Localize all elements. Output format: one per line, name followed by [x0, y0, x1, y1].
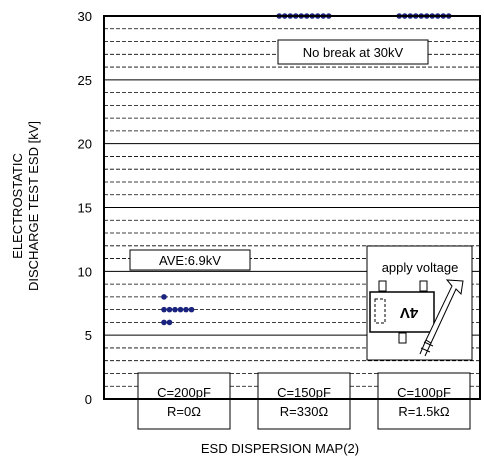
- data-point: [161, 319, 167, 326]
- category-box-2: C=100pF R=1.5kΩ: [377, 372, 471, 430]
- no-break-annotation: No break at 30kV: [277, 39, 429, 65]
- data-point: [161, 306, 167, 313]
- average-label: AVE:6.9kV: [159, 253, 221, 268]
- data-point: [166, 306, 173, 313]
- y-tick-label: 0: [85, 392, 92, 407]
- apply-voltage-label: apply voltage: [382, 260, 459, 275]
- y-axis-label-line1: ELECTROSTATIC: [10, 153, 25, 259]
- data-points: [161, 13, 452, 326]
- category-box-0: C=200pF R=0Ω: [137, 372, 231, 430]
- category-label-0-line2: R=0Ω: [167, 404, 201, 419]
- data-point: [172, 306, 178, 313]
- x-axis-label: ESD DISPERSION MAP(2): [201, 441, 359, 456]
- category-label-2-line2: R=1.5kΩ: [398, 404, 450, 419]
- probe-icon: [419, 279, 464, 357]
- y-tick-label: 30: [78, 9, 92, 24]
- data-point: [177, 306, 184, 313]
- chip-marking: 4V: [400, 304, 418, 321]
- data-point: [188, 306, 195, 313]
- data-point: [166, 319, 173, 326]
- y-axis-label: ELECTROSTATIC DISCHARGE TEST ESD [kV]: [10, 121, 41, 291]
- y-tick-label: 15: [78, 201, 92, 216]
- plot-frame: [103, 15, 481, 400]
- no-break-label: No break at 30kV: [303, 45, 404, 60]
- data-point: [183, 306, 189, 313]
- data-point: [161, 294, 167, 300]
- category-label-2-line1: C=100pF: [397, 385, 451, 400]
- category-label-1-line1: C=150pF: [277, 385, 331, 400]
- category-box-1: C=150pF R=330Ω: [257, 372, 351, 430]
- y-axis-ticks: 0 5 10 15 20 25 30: [78, 9, 92, 407]
- y-tick-label: 10: [78, 264, 92, 279]
- y-axis-label-line2: DISCHARGE TEST ESD [kV]: [26, 121, 41, 291]
- category-label-0-line1: C=200pF: [157, 385, 211, 400]
- category-label-1-line2: R=330Ω: [280, 404, 329, 419]
- apply-voltage-inset: apply voltage 4V: [366, 245, 473, 361]
- y-tick-label: 5: [85, 328, 92, 343]
- average-annotation: AVE:6.9kV: [129, 249, 251, 271]
- y-tick-label: 25: [78, 73, 92, 88]
- y-tick-label: 20: [78, 137, 92, 152]
